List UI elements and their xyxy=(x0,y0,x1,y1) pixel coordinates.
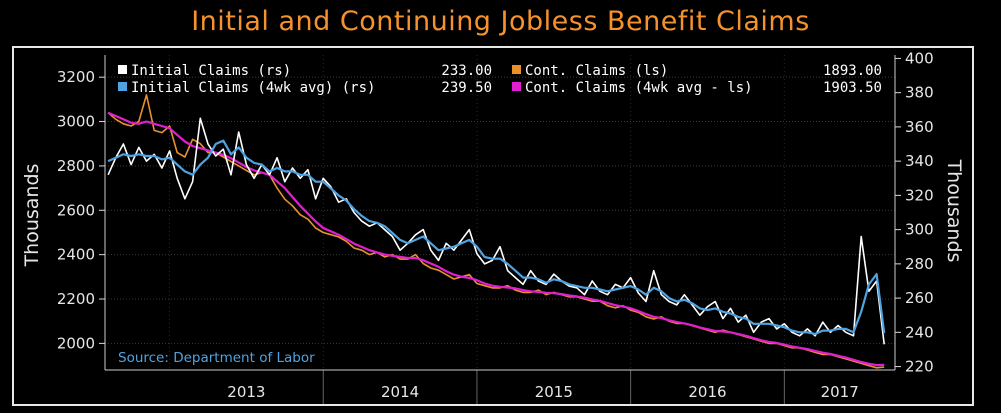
series-line-initial_4wk xyxy=(107,139,886,336)
y-right-tick-label-260: 260 xyxy=(905,289,934,307)
y-right-tick-label-220: 220 xyxy=(905,358,934,376)
y-left-tick-label-2800: 2800 xyxy=(57,157,95,175)
x-tick-label-2015: 2015 xyxy=(535,383,573,401)
y-left-tick-label-3200: 3200 xyxy=(57,68,95,86)
y-left-tick-label-2400: 2400 xyxy=(57,246,95,264)
y-left-tick-label-2000: 2000 xyxy=(57,334,95,352)
legend-swatch-initial xyxy=(118,65,127,74)
legend-value-cont: 1893.00 xyxy=(823,63,882,79)
x-tick-label-2014: 2014 xyxy=(381,383,419,401)
y-axis-left-label: Thousands xyxy=(21,164,43,268)
legend-swatch-cont xyxy=(512,65,521,74)
series-line-cont xyxy=(107,94,885,369)
y-left-tick-label-2200: 2200 xyxy=(57,290,95,308)
legend-label-initial_4wk: Initial Claims (4wk avg) (rs) xyxy=(131,80,375,96)
x-tick-label-2017: 2017 xyxy=(821,383,859,401)
source-note: Source: Department of Labor xyxy=(118,350,315,366)
x-tick-label-2016: 2016 xyxy=(688,383,726,401)
legend-label-cont_4wk: Cont. Claims (4wk avg - ls) xyxy=(525,80,753,96)
series-line-initial xyxy=(107,117,885,345)
y-left-tick-label-2600: 2600 xyxy=(57,201,95,219)
chart-frame xyxy=(12,46,974,406)
y-right-tick-label-320: 320 xyxy=(905,186,934,204)
chart-title: Initial and Continuing Jobless Benefit C… xyxy=(191,6,810,37)
legend-label-cont: Cont. Claims (ls) xyxy=(525,63,668,79)
series-lines xyxy=(107,94,886,369)
y-right-tick-label-400: 400 xyxy=(905,49,934,67)
legend-swatch-initial_4wk xyxy=(118,82,127,91)
y-right-tick-label-280: 280 xyxy=(905,255,934,273)
x-tick-label-2013: 2013 xyxy=(227,383,265,401)
legend-value-initial_4wk: 239.50 xyxy=(441,80,492,96)
axes: 2000 2200 2400 2600 2800 3000 3200 220 240 260 280… xyxy=(57,49,934,401)
y-right-tick-label-300: 300 xyxy=(905,221,934,239)
series-line-cont_4wk xyxy=(107,111,885,367)
legend-value-initial: 233.00 xyxy=(441,63,492,79)
y-left-tick-label-3000: 3000 xyxy=(57,113,95,131)
legend: Initial Claims (rs) 233.00 Cont. Claims (l… xyxy=(118,63,882,96)
y-right-tick-label-340: 340 xyxy=(905,152,934,170)
y-right-tick-label-380: 380 xyxy=(905,84,934,102)
y-axis-right-label: Thousands xyxy=(943,159,965,263)
y-right-tick-label-360: 360 xyxy=(905,118,934,136)
legend-value-cont_4wk: 1903.50 xyxy=(823,80,882,96)
legend-label-initial: Initial Claims (rs) xyxy=(131,63,291,79)
y-right-tick-label-240: 240 xyxy=(905,323,934,341)
legend-swatch-cont_4wk xyxy=(512,82,521,91)
grid-lines xyxy=(105,55,895,404)
